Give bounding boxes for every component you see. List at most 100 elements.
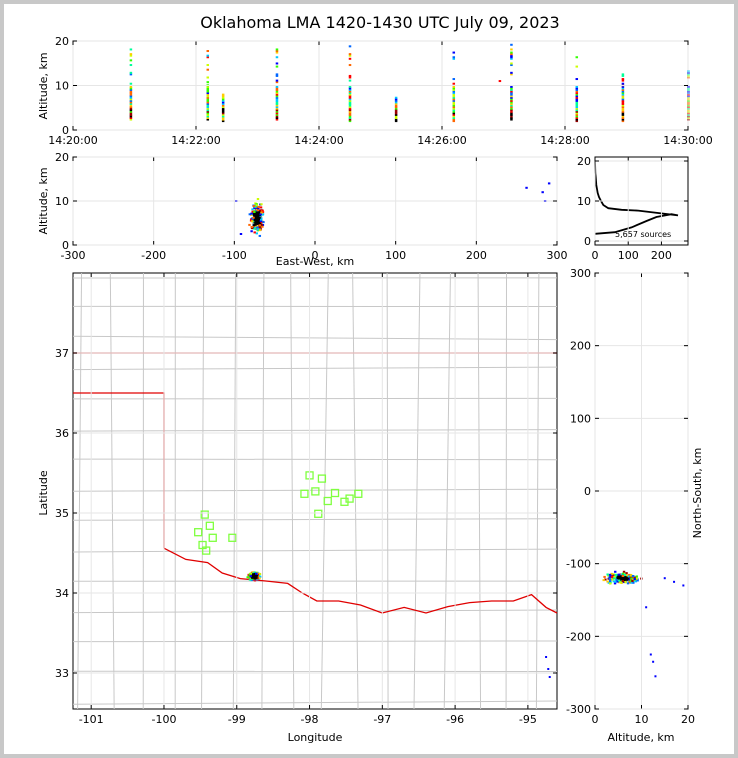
- time-height-source-point: [510, 118, 513, 121]
- ew-height-source-point: [254, 205, 257, 208]
- time-height-source-point: [452, 93, 456, 96]
- ew-height-source-point: [253, 227, 256, 230]
- time-height-source-point: [510, 99, 513, 102]
- time-height-source-point: [348, 57, 352, 60]
- map-source-point: [258, 577, 261, 580]
- ew-height-source-point: [258, 234, 262, 237]
- ew-height-source-point: [259, 213, 262, 216]
- time-height-source-point: [575, 56, 579, 59]
- time-height-source-point: [129, 48, 133, 51]
- ns-height-y-tick-label: -200: [566, 630, 591, 643]
- ew-height-x-tick-label: -200: [141, 249, 166, 262]
- time-height-source-point: [452, 113, 456, 116]
- time-height-source-point: [348, 106, 352, 109]
- time-height-source-point: [621, 85, 625, 88]
- altitude-histogram-y-tick-label: 0: [584, 235, 591, 248]
- time-height-source-point: [575, 99, 579, 102]
- map-source-point: [256, 577, 259, 580]
- time-height-source-point: [275, 65, 279, 68]
- time-height-source-point: [348, 104, 352, 107]
- ns-height-source-point: [632, 578, 635, 581]
- time-height-source-point: [621, 120, 625, 123]
- ns-height-source-point: [626, 582, 630, 585]
- county-line: [72, 429, 558, 432]
- time-height-source-point: [452, 110, 456, 113]
- time-height-source-point: [510, 102, 513, 105]
- time-height-source-point: [206, 96, 210, 99]
- map-outlier-point: [547, 668, 550, 670]
- time-height-source-point: [206, 68, 210, 71]
- county-line: [72, 458, 558, 461]
- ns-height-source-point: [615, 579, 618, 582]
- time-height-source-point: [621, 106, 625, 109]
- time-height-source-point: [275, 62, 279, 65]
- ns-height-source-point: [610, 572, 613, 575]
- map-panel: -101 -100 -99 -98 -97 -96 -95 33 34 35 36 37 Longit…: [37, 272, 558, 744]
- ew-height-x-tick-label: 300: [547, 249, 568, 262]
- map-source-point: [251, 575, 255, 578]
- time-height-source-point: [510, 88, 513, 91]
- time-height-source-point: [348, 95, 352, 98]
- time-height-source-point: [275, 90, 279, 93]
- time-height-source-point: [510, 48, 513, 51]
- time-height-source-point: [206, 110, 210, 113]
- ns-height-source-point: [614, 570, 617, 573]
- altitude-histogram-ticks: 0 100 200 0 10 20: [577, 155, 688, 262]
- time-height-source-point: [510, 96, 513, 99]
- lma-station-marker: [228, 533, 237, 542]
- time-height-source-point: [452, 95, 456, 98]
- time-height-source-point: [206, 102, 210, 105]
- ns-height-xlabel: Altitude, km: [607, 731, 674, 744]
- time-height-source-point: [575, 90, 579, 93]
- map-source-point: [251, 576, 254, 579]
- time-height-source-point: [129, 88, 133, 91]
- time-height-source-point: [510, 104, 513, 107]
- ew-height-source-point: [261, 224, 265, 227]
- time-height-source-point: [221, 115, 225, 118]
- ew-height-y-tick-label: 20: [55, 151, 69, 164]
- time-height-source-point: [221, 112, 225, 115]
- ew-height-source-point: [254, 223, 257, 226]
- ew-height-source-point: [258, 229, 262, 232]
- ew-height-source-point: [258, 226, 262, 229]
- ns-height-source-point: [633, 578, 636, 581]
- time-height-source-point: [394, 120, 398, 123]
- time-height-source-point: [348, 102, 352, 105]
- ew-height-plot: [234, 182, 551, 237]
- ns-height-source-point: [636, 579, 639, 582]
- lma-station-marker: [323, 496, 332, 506]
- time-height-source-point: [394, 98, 398, 101]
- time-height-source-point: [275, 92, 279, 95]
- time-height-source-point: [275, 96, 279, 99]
- lma-station-marker: [317, 474, 327, 483]
- time-height-source-point: [221, 93, 225, 96]
- time-height-source-point: [221, 98, 225, 101]
- time-height-source-point: [510, 113, 513, 116]
- time-height-source-point: [129, 104, 133, 107]
- time-height-source-point: [452, 78, 456, 81]
- time-height-source-point: [575, 78, 579, 81]
- time-height-source-point: [621, 107, 625, 110]
- ew-height-y-tick-label: 0: [62, 239, 69, 252]
- time-height-source-point: [575, 115, 579, 118]
- time-height-source-point: [275, 95, 279, 98]
- time-height-source-point: [206, 106, 210, 109]
- map-outlier-point: [545, 656, 548, 658]
- ew-height-source-point: [252, 216, 255, 219]
- time-height-source-point: [621, 95, 625, 98]
- time-height-source-point: [221, 102, 225, 105]
- time-height-source-point: [206, 85, 210, 88]
- map-source-point: [257, 572, 261, 575]
- time-height-source-point: [129, 110, 133, 113]
- county-line: [261, 272, 265, 710]
- time-height-source-point: [452, 104, 456, 107]
- time-height-source-point: [575, 88, 579, 91]
- time-height-source-point: [621, 96, 625, 99]
- time-height-source-point: [275, 106, 279, 109]
- ns-height-outlier-point: [663, 577, 666, 580]
- time-height-source-point: [348, 101, 352, 104]
- ew-height-outlier-point: [525, 186, 528, 189]
- map-source-point: [250, 578, 253, 581]
- time-height-source-point: [510, 106, 513, 109]
- time-height-source-point: [348, 118, 352, 121]
